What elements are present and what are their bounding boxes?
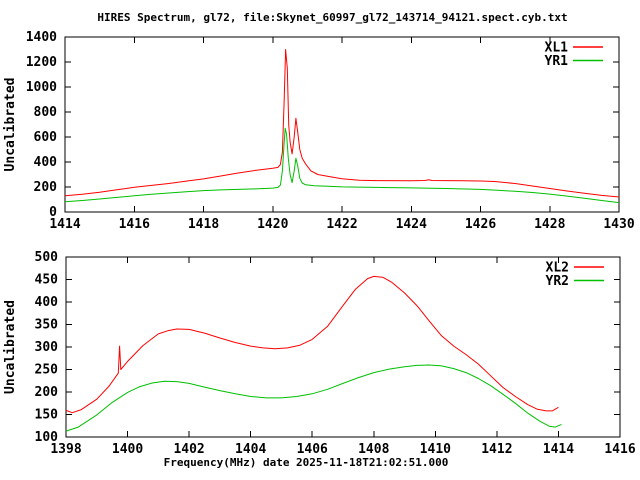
x-tick-label: 1400 (112, 442, 143, 457)
x-tick-label: 1428 (534, 217, 565, 232)
y-tick-label: 500 (35, 250, 59, 265)
y-tick-label: 150 (35, 408, 59, 423)
legend-label-XL2: XL2 (546, 261, 569, 276)
series-line-YR1 (64, 127, 620, 204)
x-tick-label: 1424 (396, 217, 427, 232)
y-axis-label: Uncalibrated (3, 78, 18, 172)
chart-title: HIRES Spectrum, gl72, file:Skynet_60997_… (97, 11, 568, 24)
subplot-1: 1414 1416 1418 1420 1422 1424 1426 1428 1430 0 200… (3, 30, 635, 232)
y-tick-label: 400 (35, 295, 59, 310)
legend-label-XL1: XL1 (545, 41, 569, 56)
subplot-2: 1398 1400 1402 1404 1406 1408 1410 1412 1414 1416… (3, 250, 636, 457)
series-line-XL2 (65, 275, 559, 414)
legend-label-YR1: YR1 (545, 54, 569, 69)
y-tick-label: 200 (34, 180, 58, 195)
x-tick-label: 1414 (49, 217, 80, 232)
y-tick-label: 1200 (26, 55, 57, 70)
y-tick-label: 1000 (26, 80, 57, 95)
y-tick-label: 1400 (26, 30, 57, 45)
y-tick-label: 0 (49, 205, 57, 220)
legend-label-YR2: YR2 (546, 274, 569, 289)
x-tick-label: 1402 (173, 442, 204, 457)
x-tick-label: 1416 (604, 442, 635, 457)
x-tick-label: 1412 (481, 442, 512, 457)
x-tick-label: 1410 (420, 442, 451, 457)
y-tick-label: 800 (34, 105, 58, 120)
x-tick-label: 1404 (235, 442, 266, 457)
y-axis-label: Uncalibrated (3, 300, 18, 394)
x-tick-label: 1420 (257, 217, 288, 232)
series-line-XL1 (64, 49, 620, 198)
x-tick-label: 1406 (297, 442, 328, 457)
x-tick-label: 1398 (50, 442, 81, 457)
y-tick-label: 450 (35, 273, 59, 288)
x-tick-label: 1426 (465, 217, 496, 232)
y-tick-label: 300 (35, 340, 59, 355)
y-tick-label: 200 (35, 385, 59, 400)
x-tick-label: 1416 (119, 217, 150, 232)
x-tick-label: 1414 (543, 442, 574, 457)
x-tick-label: 1408 (358, 442, 389, 457)
x-tick-label: 1418 (188, 217, 219, 232)
x-tick-label: 1430 (603, 217, 634, 232)
x-axis-label: Frequency(MHz) date 2025-11-18T21:02:51.… (163, 456, 449, 469)
plot-frame (65, 256, 621, 438)
y-tick-label: 250 (35, 363, 59, 378)
y-tick-label: 100 (35, 430, 59, 445)
y-tick-label: 350 (35, 318, 59, 333)
series-line-YR2 (65, 364, 562, 432)
x-tick-label: 1422 (326, 217, 357, 232)
y-tick-label: 600 (34, 130, 58, 145)
y-tick-label: 400 (34, 155, 58, 170)
